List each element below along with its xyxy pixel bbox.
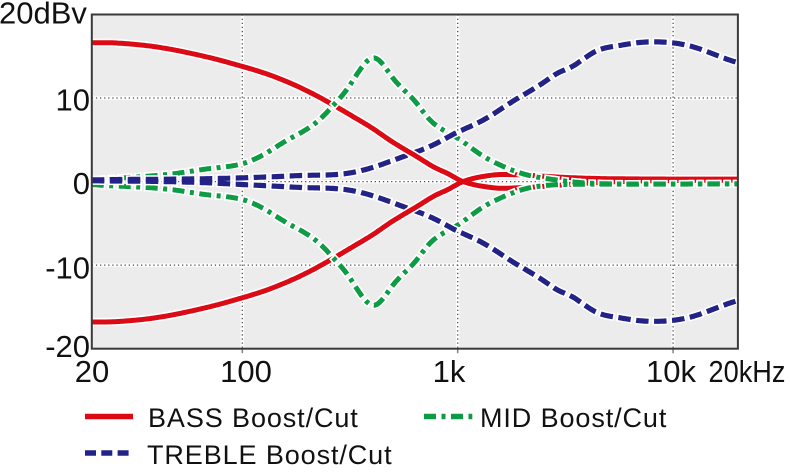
svg-text:TREBLE Boost/Cut: TREBLE Boost/Cut: [147, 440, 393, 470]
svg-text:0: 0: [73, 166, 90, 201]
svg-text:10k: 10k: [646, 354, 696, 389]
svg-text:20dBv: 20dBv: [0, 0, 87, 31]
svg-text:BASS Boost/Cut: BASS Boost/Cut: [148, 403, 359, 433]
svg-text:1k: 1k: [433, 354, 466, 389]
svg-text:-20: -20: [45, 329, 90, 364]
svg-text:20kHz: 20kHz: [709, 354, 786, 389]
svg-text:100: 100: [220, 354, 272, 389]
svg-text:10: 10: [56, 82, 90, 117]
svg-text:20: 20: [75, 354, 109, 389]
svg-text:-10: -10: [45, 251, 90, 286]
svg-text:MID Boost/Cut: MID Boost/Cut: [480, 403, 667, 433]
